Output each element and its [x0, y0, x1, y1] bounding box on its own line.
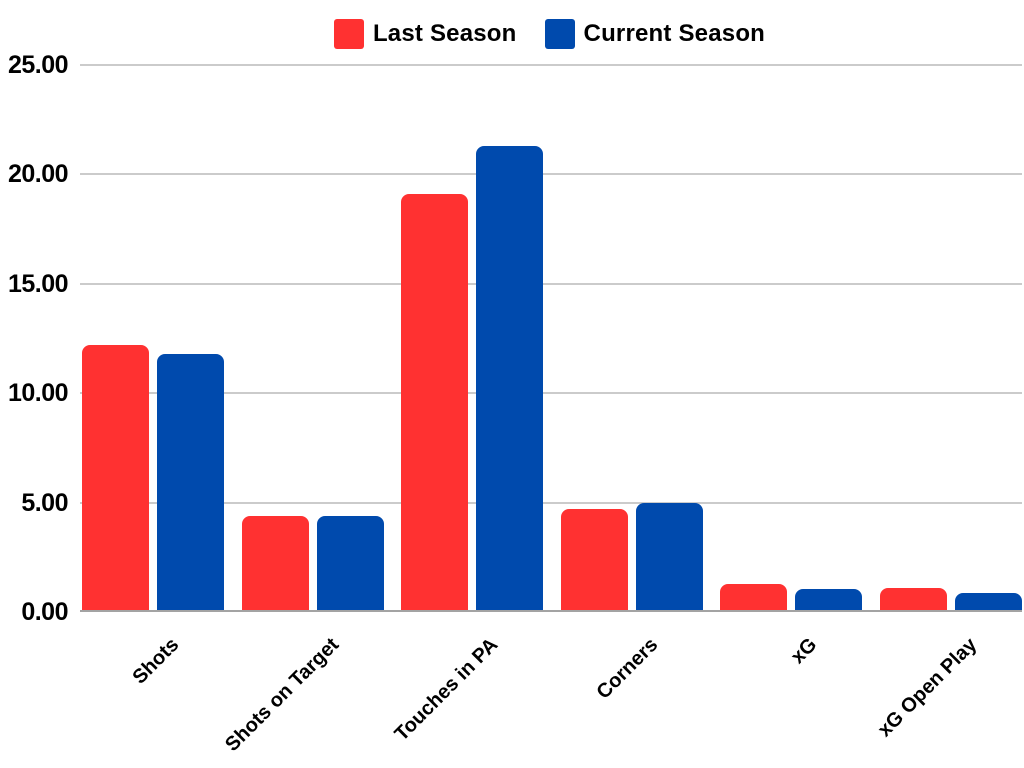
legend-item-last-season: Last Season: [333, 19, 517, 49]
bar-current-season-xg-open-play: [955, 592, 1022, 610]
legend-item-current-season: Current Season: [544, 19, 766, 49]
bar-last-season-corners: [560, 509, 628, 610]
legend-label: Current Season: [583, 20, 766, 47]
y-axis-label: 20.00: [7, 160, 69, 189]
bar-last-season-shots-on-target: [241, 515, 309, 610]
bar-current-season-shots-on-target: [316, 515, 384, 610]
x-axis-baseline: [80, 610, 1022, 612]
y-axis-label: 15.00: [7, 269, 69, 298]
y-axis-label: 25.00: [7, 51, 69, 79]
bar-last-season-xg-open-play: [880, 588, 947, 610]
bar-current-season-touches-in-pa: [476, 146, 544, 610]
gridline: [80, 392, 1022, 395]
bar-current-season-shots: [157, 354, 224, 610]
bar-last-season-shots: [82, 345, 149, 610]
x-axis-label-shots: Shots: [128, 633, 184, 689]
gridline: [80, 501, 1022, 504]
bar-last-season-xg: [720, 583, 788, 610]
legend-swatch-last-season: [333, 19, 364, 49]
legend-swatch-current-season: [544, 19, 575, 49]
plot-area: [80, 64, 1022, 612]
y-axis-label: 10.00: [7, 379, 69, 408]
chart-legend: Last Season Current Season: [75, 16, 1024, 52]
gridline: [80, 64, 1022, 66]
y-axis-label: 5.00: [21, 488, 68, 517]
gridline: [80, 173, 1022, 176]
bar-current-season-xg: [795, 589, 863, 610]
bar-last-season-touches-in-pa: [401, 194, 469, 610]
legend-label: Last Season: [372, 20, 517, 47]
y-axis-label: 0.00: [21, 598, 68, 626]
gridline: [80, 282, 1022, 285]
bar-current-season-corners: [635, 502, 703, 610]
